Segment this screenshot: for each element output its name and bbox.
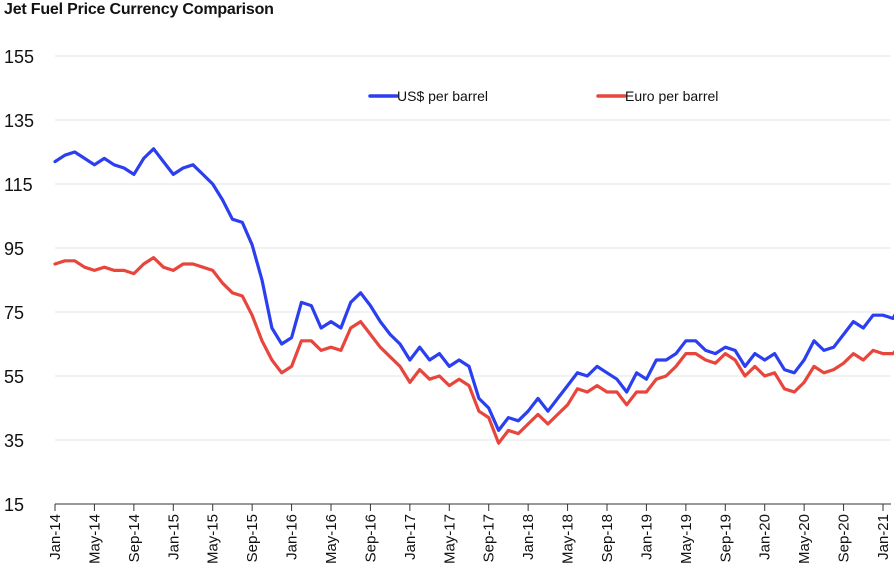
x-tick-label: May-20 [796,514,813,564]
chart-title: Jet Fuel Price Currency Comparison [4,1,274,18]
x-tick-label: Sep-19 [717,514,734,562]
y-tick-label: 155 [4,47,34,67]
y-axis: 15 35 55 75 95 115 135 155 [4,47,34,515]
x-tick-label: May-16 [323,514,340,564]
y-tick-label: 75 [4,303,24,323]
legend-label: US$ per barrel [397,88,488,104]
legend-item: US$ per barrel [368,88,488,104]
series-line-usd [53,147,894,432]
y-tick-label: 35 [4,431,24,451]
y-tick-label: 135 [4,111,34,131]
x-tick-label: Jan-18 [520,514,537,560]
x-tick-label: May-19 [678,514,695,564]
x-tick-label: Sep-18 [599,514,616,562]
legend-item: Euro per barrel [596,88,718,104]
x-tick-label: Jan-21 [875,514,892,560]
x-tick-label: Jan-16 [284,514,301,560]
legend: US$ per barrel Euro per barrel [368,88,718,104]
x-tick-label: Jan-20 [757,514,774,560]
legend-label: Euro per barrel [625,88,718,104]
x-axis: Jan-14 May-14 Sep-14 Jan-15 May-15 Sep-15 Jan-… [47,503,892,564]
x-tick-label: Sep-20 [836,514,853,562]
x-tick-label: May-14 [86,514,103,564]
x-tick-label: Jan-17 [402,514,419,560]
x-tick-label: Jan-19 [638,514,655,560]
x-tick-label: May-17 [441,514,458,564]
x-tick-label: Sep-15 [244,514,261,562]
x-tick-label: Sep-14 [126,514,143,562]
y-tick-label: 55 [4,367,24,387]
series-line-euro [53,256,894,445]
x-tick-label: Sep-17 [481,514,498,562]
x-tick-label: May-15 [205,514,222,564]
series-lines [53,147,894,445]
y-tick-label: 115 [4,175,33,195]
x-tick-label: Jan-15 [165,514,182,560]
y-tick-label: 95 [4,239,24,259]
x-tick-label: May-18 [560,514,577,564]
x-tick-label: Sep-16 [362,514,379,562]
y-tick-label: 15 [4,495,24,515]
x-tick-label: Jan-14 [47,514,64,560]
